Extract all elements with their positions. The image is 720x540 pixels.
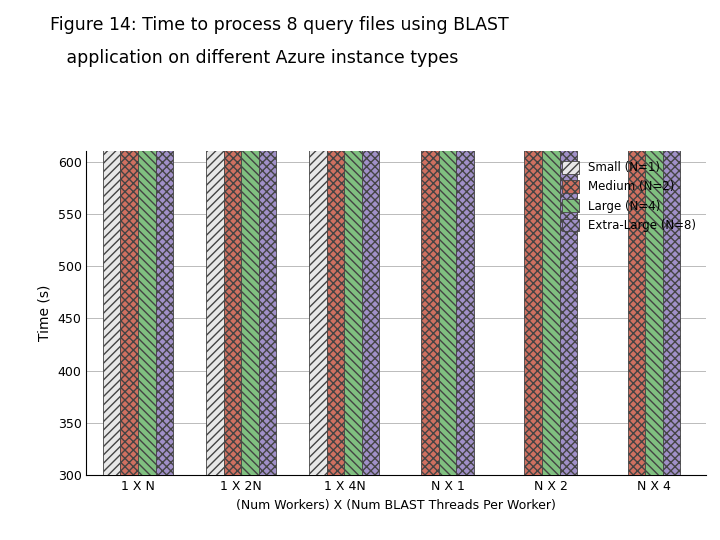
Bar — [524, 0, 542, 475]
Bar — [542, 26, 559, 475]
Bar — [120, 0, 138, 475]
Legend: Small (N=1), Medium (N=2), Large (N=4), Extra-Large (N=8): Small (N=1), Medium (N=2), Large (N=4), … — [559, 157, 700, 235]
Bar — [362, 5, 379, 475]
Bar — [628, 15, 645, 475]
Bar — [310, 0, 327, 475]
Bar — [421, 0, 438, 475]
Bar — [344, 5, 362, 475]
Bar — [663, 28, 680, 475]
Bar — [156, 0, 173, 475]
Bar — [559, 29, 577, 475]
Y-axis label: Time (s): Time (s) — [38, 285, 52, 341]
Bar — [258, 1, 276, 475]
Bar — [103, 0, 120, 475]
Bar — [241, 9, 258, 475]
Text: Figure 14: Time to process 8 query files using BLAST: Figure 14: Time to process 8 query files… — [50, 16, 509, 34]
X-axis label: (Num Workers) X (Num BLAST Threads Per Worker): (Num Workers) X (Num BLAST Threads Per W… — [236, 498, 556, 511]
Bar — [138, 0, 156, 475]
Bar — [438, 24, 456, 475]
Bar — [645, 26, 663, 475]
Bar — [456, 28, 474, 475]
Text: application on different Azure instance types: application on different Azure instance … — [50, 49, 459, 66]
Bar — [224, 0, 241, 475]
Bar — [206, 0, 224, 475]
Bar — [327, 5, 344, 475]
